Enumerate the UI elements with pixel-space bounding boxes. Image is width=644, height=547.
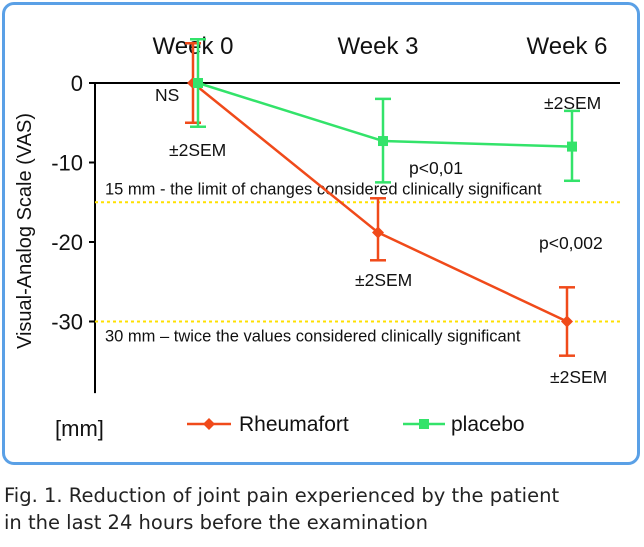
annotation-label: ±2SEM	[355, 270, 412, 290]
chart-frame: 0 -10 -20 -30 Visual-Analog Scale (VAS) [mm] W…	[2, 2, 640, 465]
category-label: Week 6	[527, 33, 608, 60]
data-point-rheumafort	[372, 226, 384, 239]
legend-marker	[203, 418, 215, 430]
annotation-label: NS	[155, 85, 179, 105]
figure-caption: Fig. 1. Reduction of joint pain experien…	[4, 482, 640, 536]
annotation-label: ±2SEM	[544, 93, 601, 113]
annotation-label: p<0,002	[539, 233, 603, 253]
y-tick-label: -30	[51, 310, 83, 335]
y-axis-label: Visual-Analog Scale (VAS)	[14, 113, 36, 349]
annotation-label: ±2SEM	[550, 367, 607, 387]
legend-marker	[419, 419, 429, 429]
caption-line-1: Fig. 1. Reduction of joint pain experien…	[4, 484, 560, 507]
y-unit-label: [mm]	[55, 416, 104, 441]
category-label: Week 3	[338, 33, 419, 60]
caption-line-2: in the last 24 hours before the examinat…	[4, 511, 428, 534]
data-point-placebo	[567, 141, 577, 152]
y-tick-label: -20	[51, 230, 83, 255]
y-tick-label: 0	[71, 71, 83, 96]
annotation-label: p<0,01	[409, 158, 463, 178]
y-tick-label: -10	[51, 151, 83, 176]
vas-line-chart: 0 -10 -20 -30 Visual-Analog Scale (VAS) [mm] W…	[14, 33, 620, 441]
data-point-placebo	[193, 78, 203, 88]
data-point-placebo	[378, 136, 388, 147]
legend-label: placebo	[451, 413, 525, 436]
reference-line-label: 30 mm – twice the values considered clin…	[105, 328, 521, 346]
legend-label: Rheumafort	[239, 413, 349, 436]
data-point-rheumafort	[561, 315, 573, 328]
annotation-label: ±2SEM	[169, 140, 226, 160]
